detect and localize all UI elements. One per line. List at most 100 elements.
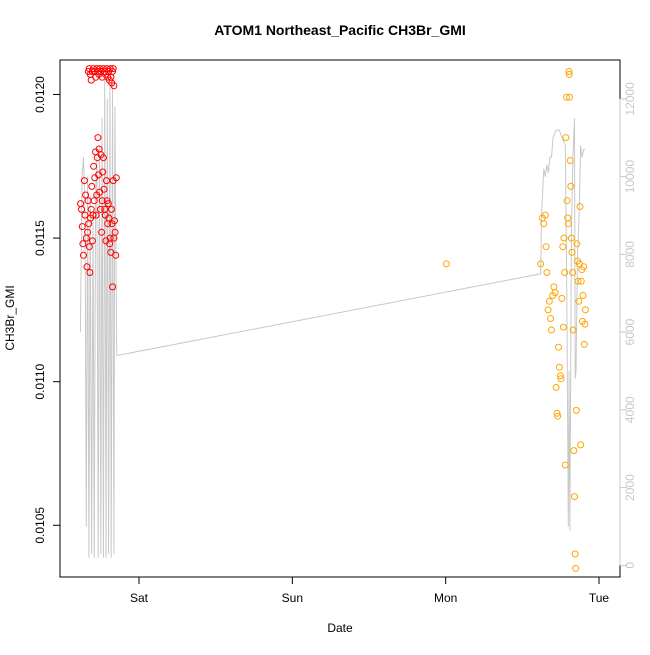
data-point-red	[111, 228, 119, 236]
data-point-red	[103, 177, 110, 185]
data-point-orange	[548, 326, 555, 334]
data-point-orange	[550, 283, 558, 291]
altitude-series	[79, 79, 586, 558]
x-tick-label: Tue	[589, 591, 610, 605]
data-point-orange	[540, 220, 548, 228]
data-point-red	[92, 211, 100, 219]
data-point-red	[89, 211, 97, 219]
data-point-red	[94, 134, 102, 142]
data-point-red	[99, 154, 107, 162]
data-point-orange	[579, 292, 587, 299]
data-point-orange	[552, 383, 560, 391]
x-tick-label: Sat	[130, 591, 149, 605]
x-tick-label: Mon	[434, 591, 457, 605]
data-point-orange	[537, 260, 545, 268]
y-axis-label: CH3Br_GMI	[3, 285, 17, 350]
data-point-red	[100, 185, 108, 193]
data-point-red	[99, 168, 107, 176]
x-tick-label: Sun	[282, 591, 303, 605]
y2-tick-label: 0	[623, 562, 637, 569]
data-point-red	[77, 200, 85, 208]
data-point-orange	[558, 294, 566, 302]
data-point-orange	[577, 441, 585, 449]
y2-tick-label: 12000	[623, 82, 637, 116]
data-point-red	[88, 237, 96, 245]
data-point-red	[81, 211, 89, 219]
data-point-orange	[551, 289, 559, 297]
y2-tick-label: 4000	[623, 396, 637, 423]
data-point-red	[96, 205, 104, 213]
data-point-orange	[553, 409, 561, 417]
data-point-orange	[565, 68, 573, 75]
data-point-orange	[568, 248, 576, 256]
data-point-orange	[556, 372, 564, 380]
y2-tick-label: 6000	[623, 318, 637, 345]
data-point-orange	[543, 269, 551, 276]
altitude-line	[79, 79, 586, 558]
data-point-orange	[554, 412, 562, 420]
data-point-orange	[570, 447, 578, 455]
data-point-orange	[541, 211, 549, 219]
data-point-red	[109, 68, 116, 75]
data-point-orange	[572, 406, 580, 414]
data-point-orange	[564, 220, 572, 228]
data-point-orange	[582, 306, 589, 314]
y2-tick-label: 10000	[623, 160, 637, 194]
data-point-orange	[574, 277, 582, 285]
data-point-red	[112, 174, 120, 182]
data-point-orange	[580, 263, 588, 271]
data-point-orange	[542, 243, 550, 251]
x-axis-label: Date	[327, 621, 353, 635]
data-points	[77, 65, 589, 572]
data-point-orange	[563, 93, 570, 101]
data-point-orange	[442, 260, 450, 268]
y-axis-left: 0.0105 0.0110 0.0115 0.0120	[33, 76, 61, 544]
data-point-red	[106, 234, 114, 242]
data-point-red	[80, 251, 87, 259]
data-point-orange	[547, 315, 554, 322]
data-point-red	[80, 177, 88, 185]
data-point-red	[86, 269, 94, 276]
data-point-red	[112, 251, 120, 259]
data-point-red	[105, 214, 113, 222]
data-point-red	[85, 243, 93, 251]
data-point-orange	[561, 269, 569, 276]
data-point-orange	[567, 234, 575, 242]
data-point-red	[98, 197, 106, 205]
data-point-orange	[581, 320, 589, 328]
chart-title: ATOM1 Northeast_Pacific CH3Br_GMI	[214, 22, 466, 38]
plot-border	[59, 59, 621, 578]
data-point-red	[110, 82, 118, 90]
data-point-orange	[555, 363, 563, 371]
data-point-red	[111, 217, 118, 225]
data-point-orange	[561, 461, 569, 469]
data-point-red	[88, 182, 96, 190]
data-point-orange	[569, 269, 577, 276]
data-point-orange	[572, 564, 580, 572]
data-point-red	[79, 240, 87, 248]
data-point-orange	[565, 70, 573, 78]
data-point-orange	[557, 375, 565, 383]
data-point-orange	[559, 243, 567, 251]
plot-frame	[59, 59, 621, 578]
y-tick-label: 0.0105	[33, 507, 47, 544]
data-point-orange	[560, 234, 568, 242]
data-point-red	[104, 200, 112, 208]
data-point-red	[90, 197, 98, 205]
y-tick-label: 0.0110	[33, 363, 47, 399]
y-axis-right: 0 2000 4000 6000 8000 10000 12000	[619, 82, 637, 569]
data-point-red	[87, 205, 95, 213]
data-point-orange	[571, 493, 578, 501]
y2-tick-label: 8000	[623, 241, 637, 268]
data-point-orange	[559, 323, 567, 331]
data-point-orange	[571, 550, 579, 558]
data-point-orange	[567, 182, 575, 190]
data-point-orange	[566, 93, 574, 101]
data-point-red	[109, 283, 117, 291]
data-point-orange	[566, 157, 574, 164]
data-point-red	[107, 205, 115, 213]
data-point-red	[84, 228, 91, 236]
y-tick-label: 0.0120	[33, 76, 47, 113]
